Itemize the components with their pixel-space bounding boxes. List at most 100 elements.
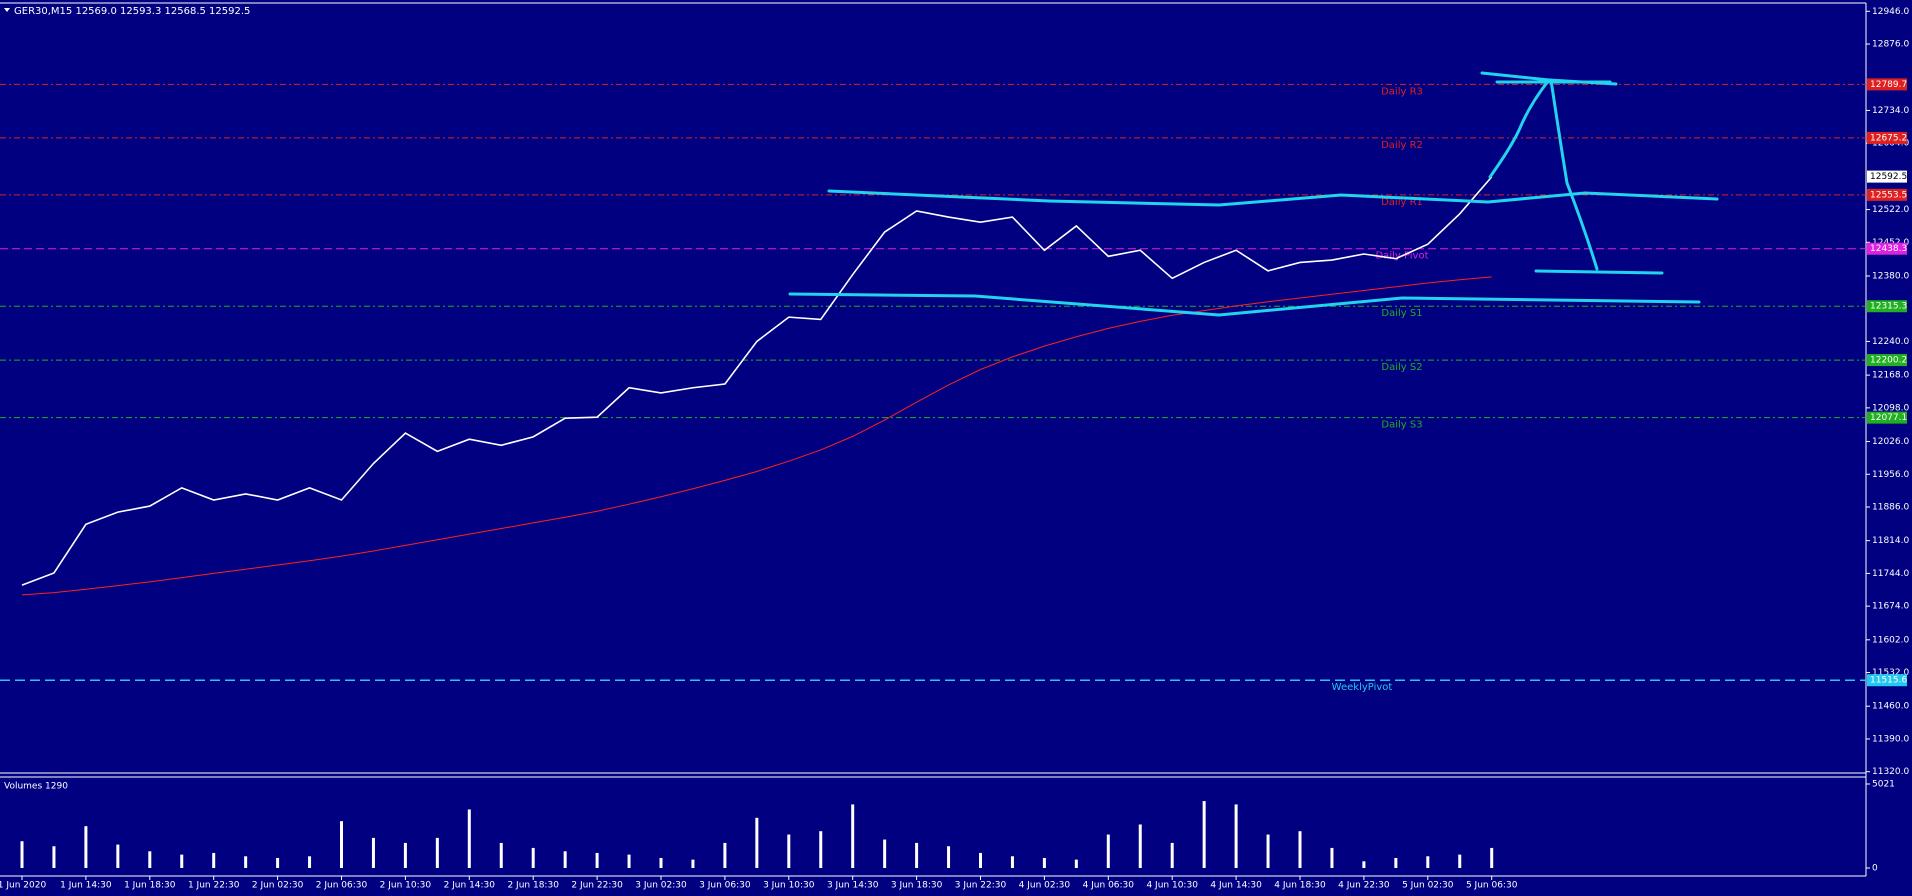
volume-bar	[435, 837, 439, 868]
volume-bar	[1010, 856, 1014, 868]
last-price-box	[1867, 170, 1907, 183]
volume-bar	[1074, 859, 1078, 868]
y2-tick-label: 0	[1872, 864, 1878, 874]
level-label: 11515.6	[1870, 676, 1907, 686]
volume-bar	[403, 842, 407, 868]
volume-bar	[947, 846, 951, 868]
y-tick-label: 11956.0	[1872, 470, 1909, 480]
volume-bar	[1426, 856, 1430, 868]
x-tick-label: 1 Jun 18:30	[124, 881, 176, 891]
volume-bar	[915, 842, 919, 868]
volume-bar	[595, 852, 599, 868]
y-tick-label: 11320.0	[1872, 767, 1909, 777]
volume-bar	[499, 842, 503, 868]
volume-bar	[371, 837, 375, 868]
x-tick-label: 1 Jun 22:30	[188, 881, 240, 891]
volume-bar	[1330, 847, 1334, 868]
level-label-box	[1867, 78, 1907, 91]
x-tick-label: 4 Jun 18:30	[1274, 881, 1326, 891]
volume-bar	[276, 857, 280, 868]
volume-bar	[116, 844, 120, 868]
volume-bar	[531, 847, 535, 868]
level-label: 12438.3	[1870, 244, 1907, 254]
trendline	[1488, 78, 1551, 179]
volume-label: Volumes 1290	[4, 782, 68, 792]
chart-title: GER30,M15 12569.0 12593.3 12568.5 12592.…	[14, 6, 250, 17]
x-tick-label: 3 Jun 02:30	[635, 881, 687, 891]
volume-bar	[819, 831, 823, 868]
x-tick-label: 2 Jun 18:30	[507, 881, 559, 891]
volume-bar	[851, 804, 855, 868]
y-tick-label: 11674.0	[1872, 602, 1909, 612]
volume-bar	[1490, 847, 1494, 868]
volume-bar	[1394, 857, 1398, 868]
level-name: Daily R2	[1381, 140, 1423, 151]
level-label-box	[1867, 411, 1907, 424]
y-tick-label: 11532.0	[1872, 668, 1909, 678]
volume-bar	[1202, 801, 1206, 868]
x-tick-label: 2 Jun 06:30	[316, 881, 368, 891]
moving-average	[21, 276, 1492, 596]
y-tick-label: 12380.0	[1872, 271, 1909, 281]
menu-icon[interactable]	[4, 8, 10, 12]
y-tick-label: 12098.0	[1872, 403, 1909, 413]
level-name: Daily R3	[1381, 86, 1423, 97]
volume-bar	[52, 846, 56, 868]
volume-bar	[1138, 824, 1142, 868]
y-tick-label: 11390.0	[1872, 734, 1909, 744]
level-label: 12200.2	[1870, 356, 1907, 366]
x-tick-label: 3 Jun 14:30	[827, 881, 879, 891]
x-tick-label: 1 Jun 14:30	[60, 881, 112, 891]
x-tick-label: 4 Jun 06:30	[1083, 881, 1135, 891]
y-tick-label: 12522.0	[1872, 205, 1909, 215]
price-line	[21, 176, 1493, 586]
trendline	[827, 189, 1719, 207]
level-name: Daily R1	[1381, 197, 1423, 208]
volume-bar	[1042, 857, 1046, 868]
volume-bar	[1106, 834, 1110, 868]
volume-bar	[212, 852, 216, 868]
level-name: Daily S2	[1381, 362, 1422, 373]
x-tick-label: 5 Jun 06:30	[1466, 881, 1518, 891]
x-tick-label: 2 Jun 22:30	[571, 881, 623, 891]
y-tick-label: 12026.0	[1872, 437, 1909, 447]
volume-bar	[20, 841, 24, 868]
level-label-box	[1867, 300, 1907, 313]
volume-bar	[691, 859, 695, 868]
trendline	[1549, 78, 1599, 271]
level-name: Daily S1	[1381, 308, 1422, 319]
x-tick-label: 5 Jun 02:30	[1402, 881, 1454, 891]
level-label-box	[1867, 674, 1907, 687]
level-label: 12675.2	[1870, 133, 1907, 143]
x-tick-label: 2 Jun 10:30	[380, 881, 432, 891]
y-tick-label: 12168.0	[1872, 371, 1909, 381]
x-tick-label: 2 Jun 14:30	[444, 881, 496, 891]
x-tick-label: 2 Jun 02:30	[252, 881, 304, 891]
level-label-box	[1867, 242, 1907, 255]
x-tick-label: 4 Jun 10:30	[1146, 881, 1198, 891]
volume-bar	[340, 821, 343, 868]
level-label-box	[1867, 354, 1907, 367]
y2-tick-label: 5021	[1872, 780, 1895, 790]
volume-bar	[883, 839, 887, 868]
volume-bar	[659, 857, 663, 868]
x-tick-label: 3 Jun 18:30	[891, 881, 943, 891]
y-tick-label: 11814.0	[1872, 536, 1909, 546]
drawing	[788, 71, 1719, 317]
y-tick-label: 12240.0	[1872, 337, 1909, 347]
volume-bar	[84, 826, 88, 868]
volume-bar	[627, 854, 631, 868]
x-tick-label: 1 Jun 2020	[0, 881, 46, 891]
y-tick-label: 12734.0	[1872, 106, 1909, 116]
volume-bar	[148, 851, 152, 868]
y-tick-label: 11886.0	[1872, 503, 1909, 513]
volume-bar	[787, 834, 791, 868]
y-tick-label: 11744.0	[1872, 569, 1909, 579]
level-label-box	[1867, 131, 1907, 144]
volume-bar	[1170, 842, 1174, 868]
trendline	[1534, 269, 1664, 275]
level-name: WeeklyPivot	[1332, 682, 1393, 693]
y-tick-label: 12876.0	[1872, 40, 1909, 50]
